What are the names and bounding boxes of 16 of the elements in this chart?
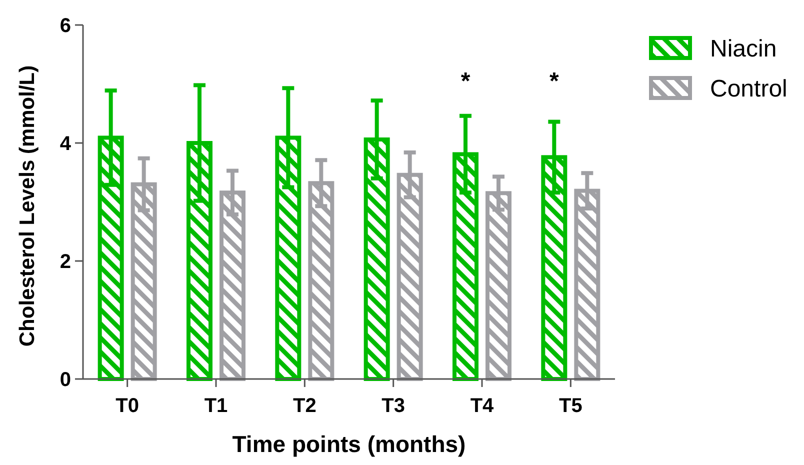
y-axis-title: Cholesterol Levels (mmol/L) <box>16 65 39 347</box>
annotation: * <box>549 68 560 95</box>
x-tick-label: T1 <box>204 395 228 417</box>
x-tick-label: T2 <box>292 395 316 417</box>
legend-label: Control <box>710 75 788 102</box>
y-tick-label: 4 <box>60 133 72 155</box>
y-tick-label: 2 <box>60 251 71 273</box>
x-axis-title: Time points (months) <box>232 431 466 457</box>
x-tick-label: T5 <box>558 395 582 417</box>
y-tick-label: 6 <box>60 15 71 37</box>
annotation: * <box>460 68 471 95</box>
legend-label: Niacin <box>710 35 777 62</box>
y-tick-label: 0 <box>60 369 71 391</box>
x-tick-label: T3 <box>382 395 406 417</box>
x-tick-label: T0 <box>116 395 140 417</box>
x-tick-label: T4 <box>470 395 495 417</box>
